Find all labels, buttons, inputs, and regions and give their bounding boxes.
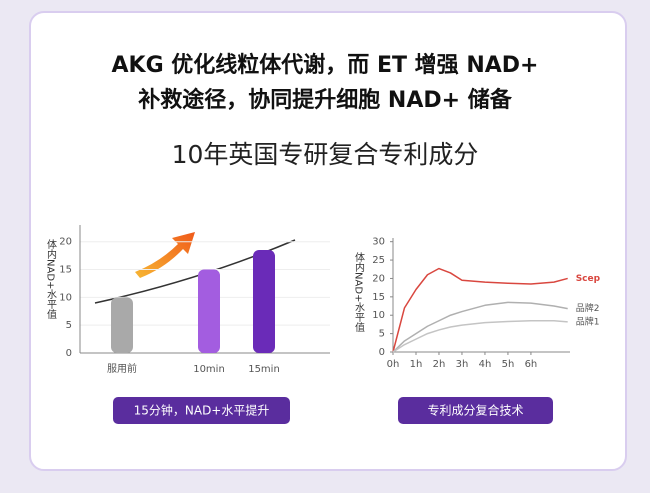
y-tick-label: 25 <box>372 255 385 266</box>
y-axis-title: 体内NAD+水平值 <box>45 239 57 320</box>
x-tick-label: 0h <box>387 359 400 370</box>
series-label: Scep <box>576 274 601 284</box>
y-tick-label: 20 <box>59 237 72 248</box>
series-line <box>392 301 568 353</box>
x-tick-label: 3h <box>456 359 469 370</box>
x-tick-label: 5h <box>502 359 515 370</box>
caption: 15分钟，NAD+水平提升 <box>134 403 270 418</box>
y-tick-label: 10 <box>59 292 72 303</box>
y-tick-label: 10 <box>372 310 385 321</box>
series-line <box>392 319 568 353</box>
series-label: 品牌1 <box>576 315 600 327</box>
caption: 专利成分复合技术 <box>427 403 523 418</box>
y-axis-title: 体内NAD+水平值 <box>353 252 365 333</box>
x-tick-label: 10min <box>193 364 225 375</box>
series-line <box>392 267 568 353</box>
caption-button <box>398 397 553 424</box>
bar <box>111 297 133 353</box>
y-tick-label: 30 <box>372 237 385 248</box>
card <box>29 11 627 471</box>
y-tick-label: 0 <box>66 348 72 359</box>
bar <box>253 250 275 353</box>
x-tick-label: 15min <box>248 364 280 375</box>
y-tick-label: 0 <box>379 347 385 358</box>
y-tick-label: 15 <box>372 292 385 303</box>
arrow-decoration <box>135 232 195 278</box>
title-line: AKG 优化线粒体代谢，而 ET 增强 NAD+ <box>112 52 539 78</box>
x-tick-label: 6h <box>525 359 538 370</box>
series-label: 品牌2 <box>576 302 600 314</box>
x-tick-label: 4h <box>479 359 492 370</box>
title-line: 补救途径，协同提升细胞 NAD+ 储备 <box>137 87 512 113</box>
y-tick-label: 5 <box>379 329 385 340</box>
caption-button <box>113 397 290 424</box>
y-tick-label: 15 <box>59 265 72 276</box>
x-tick-label: 2h <box>433 359 446 370</box>
bar <box>198 269 220 353</box>
y-tick-label: 5 <box>66 320 72 331</box>
x-tick-label: 1h <box>410 359 423 370</box>
y-tick-label: 20 <box>372 273 385 284</box>
x-tick-label: 服用前 <box>107 362 137 375</box>
subtitle: 10年英国专研复合专利成分 <box>172 140 479 169</box>
